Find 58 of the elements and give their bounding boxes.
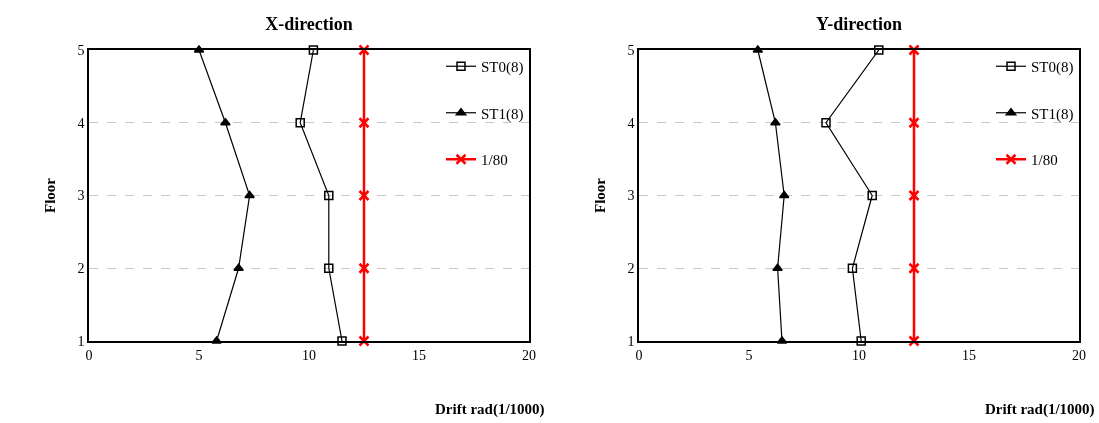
- legend-label: ST1(8): [1031, 105, 1074, 123]
- legend-label: ST0(8): [481, 59, 524, 77]
- y-tick-label: 5: [627, 42, 635, 58]
- y-tick-label: 4: [77, 115, 85, 131]
- y-tick-label: 1: [627, 333, 635, 349]
- x-tick-label: 15: [412, 347, 426, 363]
- point: [908, 262, 920, 274]
- y-tick-label: 2: [77, 261, 85, 277]
- point: [908, 335, 920, 347]
- point: [821, 118, 831, 128]
- x-tick-label: 5: [195, 347, 203, 363]
- point: [233, 263, 244, 271]
- y-tick-label: 3: [627, 188, 635, 204]
- point: [770, 118, 781, 126]
- point: [244, 190, 255, 199]
- point: [847, 263, 858, 273]
- point: [358, 117, 370, 129]
- point: [772, 263, 783, 271]
- x-tick-label: 0: [85, 347, 93, 363]
- legend-label: 1/80: [1031, 152, 1058, 169]
- point: [867, 190, 877, 201]
- point: [324, 190, 334, 201]
- x-axis-title: Drift rad(1/1000): [435, 401, 545, 418]
- y-tick-label: 4: [627, 115, 635, 131]
- x-tick-label: 20: [1072, 347, 1086, 363]
- point: [778, 190, 790, 199]
- point: [308, 45, 319, 55]
- x-tick-label: 10: [302, 347, 316, 363]
- chart-title: X-direction: [265, 13, 353, 34]
- y-tick-label: 2: [627, 261, 635, 277]
- x-tick-label: 15: [962, 347, 976, 363]
- y-tick-label: 5: [77, 42, 85, 58]
- x-tick-label: 20: [522, 347, 536, 363]
- y-axis-title: Floor: [592, 177, 609, 213]
- legend-label: 1/80: [481, 152, 508, 169]
- x-tick-label: 10: [852, 347, 866, 363]
- point: [220, 118, 231, 126]
- point: [295, 118, 305, 128]
- legend-label: ST0(8): [1031, 59, 1074, 77]
- point: [358, 44, 370, 56]
- legend-label: ST1(8): [481, 105, 524, 123]
- chart-title: Y-direction: [815, 13, 903, 34]
- point: [874, 45, 884, 55]
- x-axis-title: Drift rad(1/1000): [985, 401, 1095, 418]
- point: [856, 336, 866, 346]
- point: [358, 189, 370, 202]
- point: [908, 117, 920, 129]
- point: [358, 262, 370, 274]
- x-tick-label: 5: [745, 347, 753, 363]
- y-tick-label: 1: [77, 333, 85, 349]
- point: [324, 263, 334, 273]
- point: [908, 189, 920, 202]
- point: [908, 44, 920, 56]
- y-axis-title: Floor: [42, 177, 59, 213]
- x-tick-label: 0: [635, 347, 643, 363]
- y-tick-label: 3: [77, 188, 85, 204]
- point: [358, 335, 370, 347]
- point: [337, 336, 347, 346]
